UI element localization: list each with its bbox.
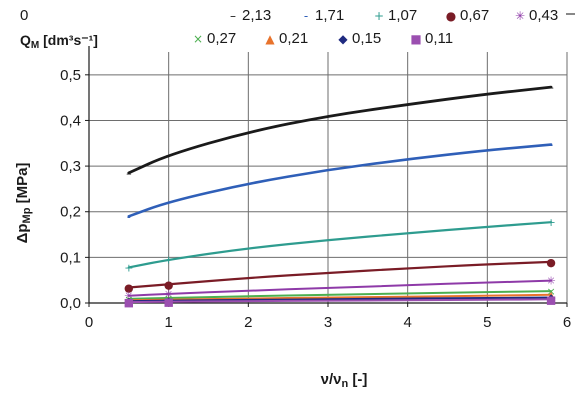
data-point-marker: ◆ <box>125 295 134 308</box>
data-point-marker: ◆ <box>164 295 173 308</box>
legend-entry-0-27: × 0,27 <box>193 30 236 47</box>
axes <box>85 46 568 307</box>
series-lines <box>127 85 553 304</box>
data-point-marker: - <box>127 210 131 223</box>
legend-title-sub: M <box>31 40 39 51</box>
data-point-marker: ● <box>546 256 556 269</box>
legend-entry-0-43: ✳ 0,43 <box>515 7 558 24</box>
x-tick-label: 2 <box>244 314 252 331</box>
data-point-marker: ◆ <box>547 292 556 305</box>
legend-label: 0,27 <box>207 30 236 47</box>
legend-marker: ■ <box>410 32 421 46</box>
series-line-1-07 <box>127 221 553 269</box>
x-tick-label: 0 <box>85 314 93 331</box>
legend-label: 0,11 <box>425 30 453 47</box>
series-line-0-15 <box>127 296 553 303</box>
legend-entry-1-71: -1,71 <box>304 7 344 24</box>
series-markers: –––---+++● ●●✳ ✳✳× ××▲ ▲ ▲◆ ◆ ◆■ ■ ■ <box>124 81 557 309</box>
series-line-2-13 <box>127 85 553 175</box>
legend-marker: ● <box>446 9 456 23</box>
x-tick-label: 1 <box>164 314 172 331</box>
data-point-marker: ■ <box>124 296 134 309</box>
legend-marker: × <box>193 32 203 46</box>
legend-label: 2,13 <box>242 7 271 24</box>
x-tick-label: 4 <box>403 314 411 331</box>
x-tick-label: 6 <box>563 314 571 331</box>
data-point-marker: + <box>124 261 133 274</box>
x-axis-title-sub: n <box>341 378 348 390</box>
data-point-marker: + <box>164 254 173 267</box>
data-point-marker: ▲ <box>547 289 556 302</box>
y-tick-label: 0,0 <box>60 295 81 312</box>
legend-entry-0-21: ▲ 0,21 <box>265 30 308 47</box>
y-tick-label: 0,3 <box>60 158 81 175</box>
legend-title-unit: [dm³s⁻¹] <box>39 32 98 48</box>
legend-marker: ◆ <box>338 32 348 46</box>
data-point-marker: ✳ <box>164 288 173 301</box>
y-tick-labels: 0,0 0,1 0,2 0,3 0,4 0,5 <box>60 67 81 312</box>
data-point-marker: – <box>548 81 554 94</box>
data-point-marker: ● <box>124 281 134 294</box>
x-axis-title-main: ν/ν <box>321 371 342 388</box>
data-point-marker: ● <box>164 278 174 291</box>
data-point-marker: ▲ <box>164 294 173 307</box>
data-point-marker: – <box>126 167 132 180</box>
legend-entry-2-13: –2,13 <box>230 7 271 24</box>
series-line-1-71 <box>127 143 553 218</box>
data-point-marker: × <box>546 285 555 298</box>
data-point-marker: – <box>166 149 172 162</box>
data-point-marker: × <box>164 292 173 305</box>
y-axis-title-main: Δp <box>14 223 31 243</box>
data-point-marker: ■ <box>163 296 173 309</box>
legend-label: 0,21 <box>279 30 308 47</box>
legend-entry-1-07: +1,07 <box>374 7 417 24</box>
data-point-marker: - <box>549 139 553 152</box>
legend-label: 1,71 <box>315 7 344 24</box>
y-tick-label: 0,4 <box>60 112 81 129</box>
y-axis-title: ΔpMp [MPa] <box>14 163 33 244</box>
series-line-0-67 <box>127 260 553 289</box>
x-axis-title: ν/νn [-] <box>321 371 368 390</box>
series-line-0-11 <box>127 298 553 304</box>
y-tick-label: 0,1 <box>60 249 81 266</box>
x-tick-label: 5 <box>483 314 491 331</box>
data-point-marker: + <box>546 216 555 229</box>
legend-title: QM [dm³s⁻¹] <box>20 32 98 51</box>
legend-label: 0,15 <box>352 30 381 47</box>
legend-title-main: Q <box>20 32 31 48</box>
series-line-0-43 <box>127 279 553 297</box>
legend-marker: ▲ <box>265 32 275 46</box>
legend-label: 0,67 <box>460 7 489 24</box>
legend-marker: + <box>374 9 384 23</box>
legend-label: 1,07 <box>388 7 417 24</box>
x-axis-title-unit: [-] <box>348 371 367 388</box>
grid <box>89 52 568 303</box>
x-tick-labels: 0 1 2 3 4 5 6 <box>85 314 571 331</box>
series-line-0-27 <box>127 290 553 300</box>
legend-entry-0-15: ◆ 0,15 <box>338 30 381 47</box>
y-tick-label: 0,2 <box>60 204 81 221</box>
y-axis-title-unit: [MPa] <box>14 163 31 208</box>
legend-label: 0,43 <box>529 7 558 24</box>
data-point-marker: ■ <box>546 293 556 306</box>
data-point-marker: - <box>167 196 171 209</box>
legend-entry-0-11: ■ 0,11 <box>410 30 453 47</box>
legend-marker: – <box>230 9 236 23</box>
data-point-marker: ✳ <box>546 275 555 288</box>
data-point-marker: × <box>124 293 133 306</box>
legend-marker: ✳ <box>515 9 525 23</box>
data-point-marker: ✳ <box>124 290 133 303</box>
legend-entry-0-67: ● 0,67 <box>446 7 489 24</box>
y-tick-label: 0,5 <box>60 67 81 84</box>
legend-marker: - <box>304 9 308 23</box>
data-point-marker: ▲ <box>125 294 134 307</box>
legend-top-left: 0 <box>20 7 28 24</box>
legend: –2,13 -1,71 +1,07 ● 0,67 ✳ 0,43 × 0,27 ▲ 0,21 ◆ 0,15… <box>193 7 575 47</box>
y-axis-title-sub: Mp <box>21 207 33 223</box>
x-tick-label: 3 <box>324 314 332 331</box>
